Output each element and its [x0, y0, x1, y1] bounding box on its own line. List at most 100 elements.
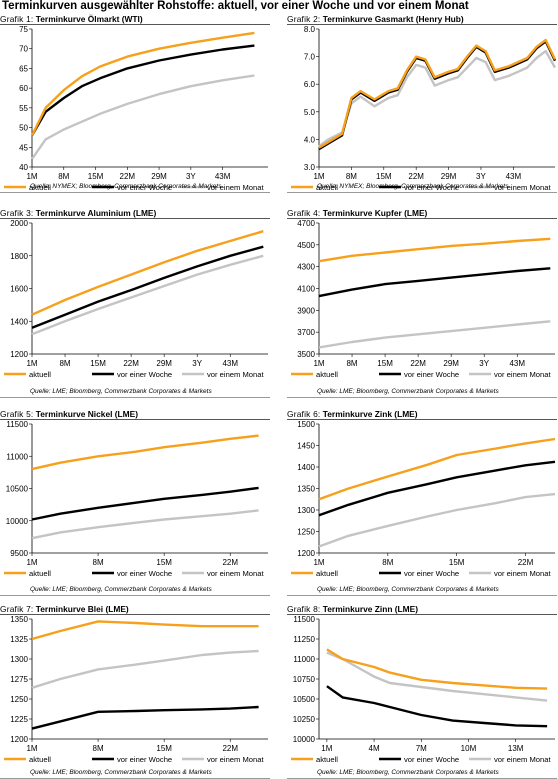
chart-name: Terminkurve Zinn (LME) — [322, 604, 419, 614]
y-tick-label: 5.0 — [304, 108, 316, 117]
title-rule — [0, 218, 270, 219]
y-tick-label: 10000 — [293, 735, 316, 744]
panel-bottom-rule — [287, 397, 557, 398]
y-tick-label: 1350 — [297, 485, 315, 494]
x-tick-label: 22M — [222, 558, 238, 567]
x-tick-label: 43M — [215, 172, 231, 181]
y-tick-label: 1400 — [297, 463, 315, 472]
x-tick-label: 15M — [377, 359, 393, 368]
y-tick-label: 9500 — [10, 549, 28, 558]
y-tick-label: 10500 — [293, 695, 316, 704]
x-tick-label: 22M — [222, 744, 238, 753]
x-tick-label: 43M — [222, 359, 238, 368]
y-tick-label: 7.0 — [304, 53, 316, 62]
y-tick-label: 1300 — [10, 655, 28, 664]
chart-name: Terminkurve Aluminium (LME) — [35, 208, 157, 218]
legend-label-vor-einem-monat: vor einem Monat — [494, 755, 551, 764]
y-tick-label: 11000 — [293, 655, 315, 664]
legend-label-vor-einer-woche: vor einer Woche — [404, 569, 459, 578]
legend-label-vor-einem-monat: vor einem Monat — [494, 370, 551, 379]
chart-title: Grafik 1: Terminkurve Ölmarkt (WTI) — [0, 14, 143, 24]
legend-label-aktuell: aktuell — [29, 569, 51, 578]
x-tick-label: 1M — [313, 172, 324, 181]
line-chart: 3.0 4.0 5.0 6.0 7.0 8.0 1M 8M 15M 22M 29M 3Y 43M aktu… — [291, 25, 557, 192]
panel-bottom-rule — [0, 397, 270, 398]
x-tick-label: 22M — [518, 558, 534, 567]
source-note: Quelle: LME; Bloomberg, Commerzbank Corp… — [317, 388, 499, 395]
legend-label-vor-einem-monat: vor einem Monat — [207, 569, 264, 578]
chart-name: Terminkurve Ölmarkt (WTI) — [35, 14, 143, 24]
y-tick-label: 45 — [19, 143, 28, 152]
panel-bottom-rule — [0, 595, 270, 596]
y-tick-label: 1800 — [10, 252, 28, 261]
y-tick-label: 1350 — [10, 615, 28, 624]
series-line-vor-einem-monat — [31, 74, 255, 160]
chart-number: Grafik 5: — [0, 409, 34, 419]
chart-panel-8: Grafik 8: Terminkurve Zinn (LME) 10000 102… — [287, 604, 557, 779]
panel-bottom-rule — [287, 192, 557, 193]
legend-label-vor-einem-monat: vor einem Monat — [207, 755, 264, 764]
chart-number: Grafik 4: — [287, 208, 321, 218]
y-tick-label: 3.0 — [304, 163, 316, 172]
series-line-aktuell — [31, 620, 259, 641]
x-tick-label: 10M — [461, 744, 477, 753]
y-tick-label: 40 — [19, 163, 28, 172]
source-note: Quelle: LME; Bloomberg, Commerzbank Corp… — [317, 769, 499, 776]
x-tick-label: 43M — [506, 172, 522, 181]
y-tick-label: 1200 — [10, 350, 28, 359]
x-tick-label: 13M — [508, 744, 524, 753]
source-note: Quelle: LME; Bloomberg, Commerzbank Corp… — [30, 388, 212, 395]
series-line-aktuell — [326, 648, 548, 690]
chart-number: Grafik 3: — [0, 208, 34, 218]
series-line-vor-einer-woche — [318, 267, 551, 298]
legend-label-vor-einer-woche: vor einer Woche — [117, 569, 172, 578]
chart-number: Grafik 2: — [287, 14, 321, 24]
series-line-vor-einer-woche — [30, 44, 255, 137]
chart-name: Terminkurve Nickel (LME) — [35, 409, 139, 419]
legend-label-vor-einer-woche: vor einer Woche — [117, 755, 172, 764]
y-tick-label: 4100 — [297, 285, 315, 294]
x-tick-label: 1M — [26, 558, 37, 567]
line-chart: 1200 1225 1250 1275 1300 1325 1350 1M 8M 15M 22M ak… — [4, 615, 268, 764]
y-tick-label: 11500 — [293, 615, 315, 624]
y-tick-label: 60 — [19, 84, 28, 93]
y-tick-label: 4300 — [297, 263, 315, 272]
y-tick-label: 8.0 — [304, 25, 316, 34]
x-tick-label: 8M — [59, 359, 70, 368]
x-tick-label: 29M — [441, 172, 457, 181]
y-tick-label: 1200 — [10, 735, 28, 744]
x-tick-label: 29M — [443, 359, 459, 368]
x-tick-label: 3Y — [186, 172, 196, 181]
y-tick-label: 1200 — [297, 549, 315, 558]
y-tick-label: 4700 — [297, 219, 315, 228]
chart-title: Grafik 2: Terminkurve Gasmarkt (Henry Hu… — [287, 14, 464, 24]
x-tick-label: 3Y — [479, 359, 489, 368]
series-line-aktuell — [318, 437, 556, 501]
chart-name: Terminkurve Zink (LME) — [322, 409, 418, 419]
title-rule — [287, 218, 557, 219]
chart-title: Grafik 4: Terminkurve Kupfer (LME) — [287, 208, 427, 218]
source-note: Quelle: NYMEX; Bloomberg, Commerzbank Co… — [30, 183, 222, 190]
x-tick-label: 8M — [93, 558, 104, 567]
x-tick-label: 4M — [369, 744, 380, 753]
chart-panel-6: Grafik 6: Terminkurve Zink (LME) 1200 1250… — [287, 409, 557, 596]
legend-label-aktuell: aktuell — [316, 370, 338, 379]
chart-name: Terminkurve Blei (LME) — [35, 604, 129, 614]
title-rule — [287, 24, 557, 25]
x-tick-label: 8M — [346, 172, 357, 181]
x-tick-label: 1M — [321, 744, 332, 753]
title-rule — [0, 614, 270, 615]
x-tick-label: 8M — [93, 744, 104, 753]
series-line-vor-einer-woche — [31, 486, 259, 521]
series-line-aktuell — [31, 230, 264, 316]
y-tick-label: 70 — [19, 45, 28, 54]
series-line-vor-einer-woche — [31, 705, 259, 730]
source-note: Quelle: LME; Bloomberg, Commerzbank Corp… — [30, 769, 212, 776]
x-tick-label: 1M — [26, 744, 37, 753]
series-line-vor-einem-monat — [318, 49, 557, 148]
series-line-vor-einer-woche — [31, 245, 264, 329]
y-tick-label: 10000 — [6, 517, 29, 526]
y-tick-label: 1225 — [10, 715, 28, 724]
y-tick-label: 1325 — [10, 635, 28, 644]
chart-name: Terminkurve Gasmarkt (Henry Hub) — [322, 14, 464, 24]
